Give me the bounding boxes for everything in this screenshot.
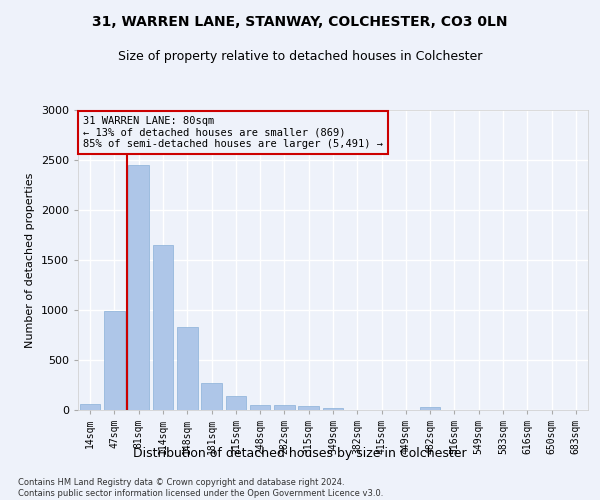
Bar [420, 407, 440, 410]
Text: 31, WARREN LANE, STANWAY, COLCHESTER, CO3 0LN: 31, WARREN LANE, STANWAY, COLCHESTER, CO… [92, 15, 508, 29]
Bar [323, 408, 343, 410]
Bar [226, 396, 246, 410]
Bar [80, 404, 100, 410]
Bar [201, 383, 222, 410]
Text: Size of property relative to detached houses in Colchester: Size of property relative to detached ho… [118, 50, 482, 63]
Bar [250, 404, 271, 410]
Text: Contains HM Land Registry data © Crown copyright and database right 2024.
Contai: Contains HM Land Registry data © Crown c… [18, 478, 383, 498]
Bar [128, 165, 149, 410]
Bar [177, 327, 197, 410]
Bar [298, 406, 319, 410]
Text: Distribution of detached houses by size in Colchester: Distribution of detached houses by size … [133, 448, 467, 460]
Bar [104, 311, 125, 410]
Bar [274, 404, 295, 410]
Y-axis label: Number of detached properties: Number of detached properties [25, 172, 35, 348]
Text: 31 WARREN LANE: 80sqm
← 13% of detached houses are smaller (869)
85% of semi-det: 31 WARREN LANE: 80sqm ← 13% of detached … [83, 116, 383, 149]
Bar [152, 245, 173, 410]
